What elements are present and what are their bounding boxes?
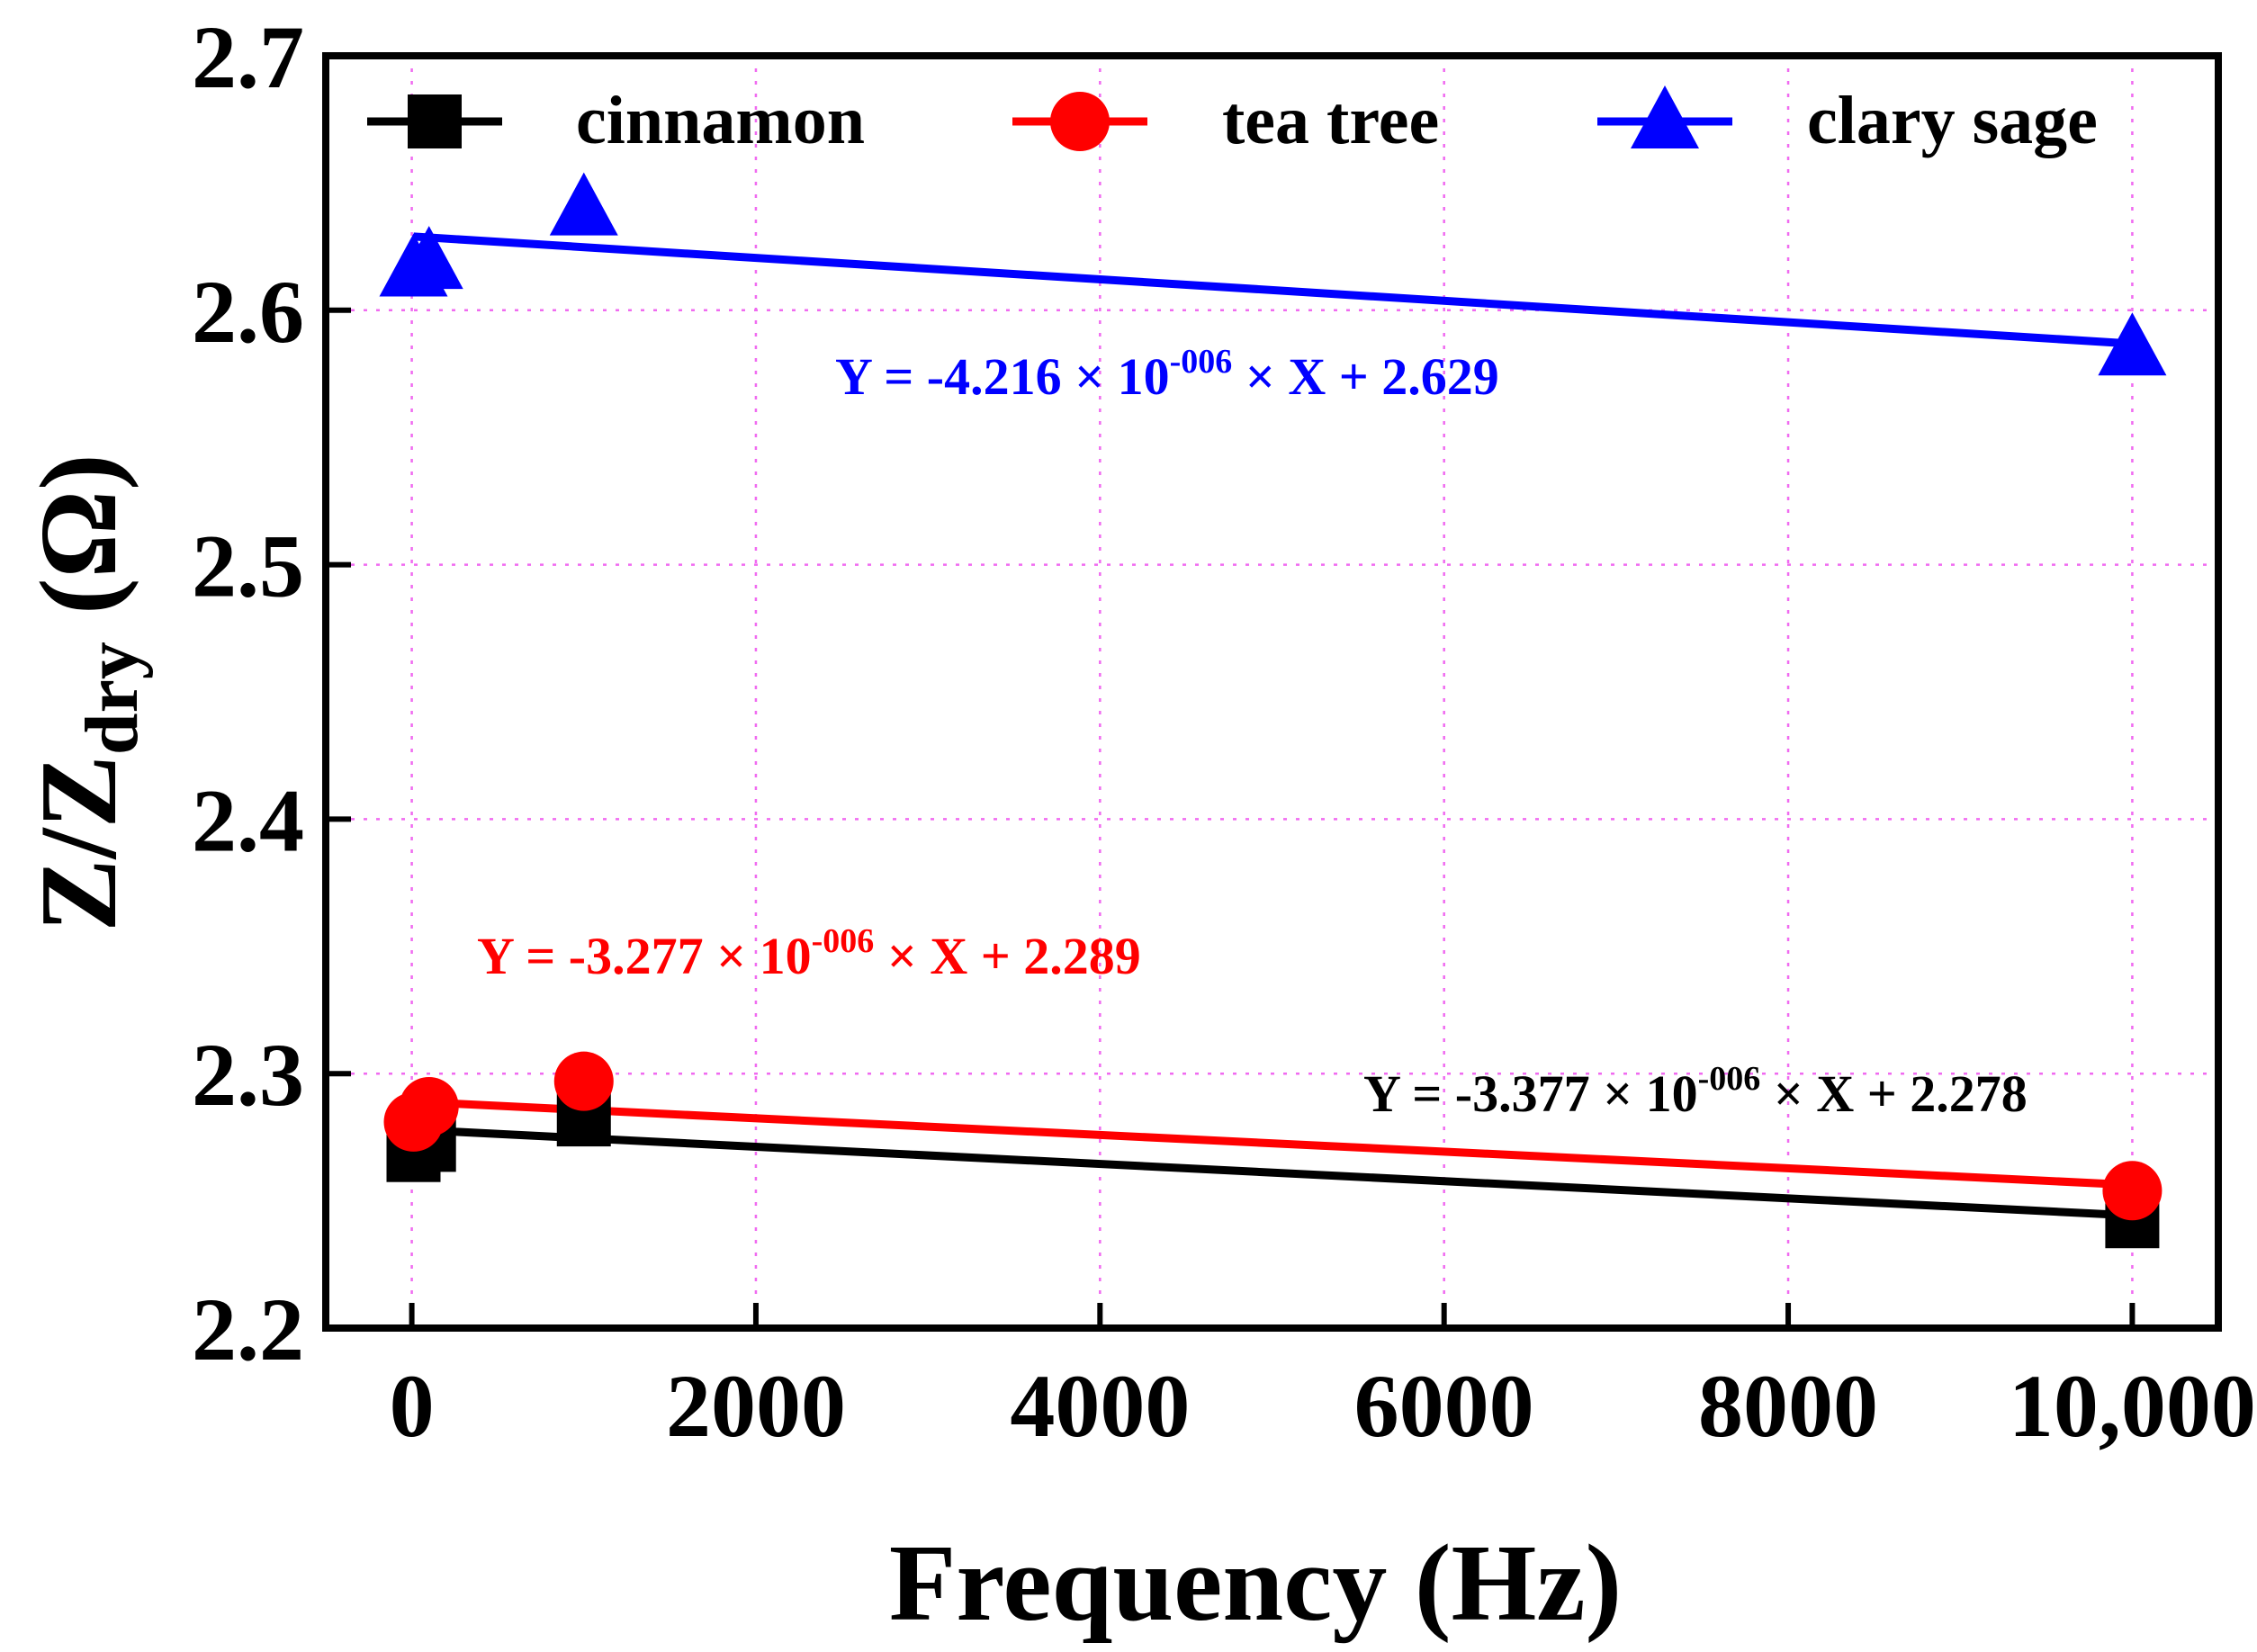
fit-line-clary-sage — [413, 232, 2133, 348]
fit-equation-exponent: -006 — [1698, 1060, 1761, 1098]
fit-equation-tail: × X + 2.289 — [874, 927, 1141, 985]
x-tick-label: 2000 — [666, 1356, 846, 1456]
legend-marker-clary-sage — [1631, 85, 1699, 148]
legend-label-cinnamon: cinnamon — [576, 83, 865, 158]
fit-line-tea-tree — [413, 1097, 2133, 1190]
x-tick-label: 0 — [390, 1356, 435, 1456]
y-axis-title-main: Z/Z — [18, 755, 139, 932]
fit-equation-main: Y = -3.377 × 10 — [1363, 1064, 1698, 1123]
fit-equation-main: Y = -3.277 × 10 — [477, 927, 812, 985]
fit-equation-clary-sage: Y = -4.216 × 10-006 × X + 2.629 — [835, 343, 1499, 406]
fit-equation-cinnamon: Y = -3.377 × 10-006 × X + 2.278 — [1363, 1060, 2028, 1123]
fit-lines — [413, 232, 2133, 1220]
fit-equation-exponent: -006 — [1170, 343, 1233, 381]
fit-equation-exponent: -006 — [812, 922, 875, 960]
y-tick-label: 2.7 — [192, 7, 304, 107]
data-point-clary-sage — [394, 226, 463, 290]
fit-equation-tail: × X + 2.278 — [1760, 1064, 2028, 1123]
data-point-clary-sage — [549, 172, 618, 236]
data-markers — [379, 172, 2167, 1249]
fit-equation-main: Y = -4.216 × 10 — [835, 347, 1170, 406]
y-axis-title-unit: (Ω) — [18, 453, 139, 615]
data-point-clary-sage — [2098, 312, 2167, 376]
y-axis-title-subscript: dry — [70, 642, 154, 755]
x-axis-title: Frequency (Hz) — [889, 1522, 1622, 1644]
legend-marker-tea-tree — [1050, 92, 1110, 151]
data-point-tea-tree — [553, 1051, 614, 1111]
fit-equation-tea-tree: Y = -3.277 × 10-006 × X + 2.289 — [477, 922, 1141, 985]
y-axis-title: Z/Zdry (Ω) — [18, 453, 154, 932]
y-tick-label: 2.3 — [192, 1025, 304, 1125]
data-point-tea-tree — [399, 1076, 459, 1136]
y-tick-label: 2.6 — [192, 262, 304, 362]
y-tick-label: 2.5 — [192, 516, 304, 616]
y-tick-label: 2.2 — [192, 1279, 304, 1379]
legend: cinnamon tea tree clary sage — [367, 83, 2098, 158]
data-point-tea-tree — [2102, 1161, 2163, 1221]
legend-marker-cinnamon — [408, 94, 462, 148]
x-tick-label: 6000 — [1354, 1356, 1534, 1456]
legend-label-tea-tree: tea tree — [1222, 83, 1439, 158]
fit-equation-tail: × X + 2.629 — [1232, 347, 1499, 406]
x-tick-label: 8000 — [1698, 1356, 1878, 1456]
fit-line-cinnamon — [413, 1126, 2133, 1220]
x-tick-label: 4000 — [1010, 1356, 1190, 1456]
x-tick-label: 10,000 — [2009, 1356, 2256, 1456]
y-tick-label: 2.4 — [192, 770, 304, 870]
legend-label-clary-sage: clary sage — [1807, 83, 2098, 158]
axis-ticks: 0 2000 4000 6000 8000 10,000 2.2 2.3 2.4 2.5 2.6 2.… — [192, 7, 2256, 1456]
plot-frame — [322, 52, 2222, 1332]
